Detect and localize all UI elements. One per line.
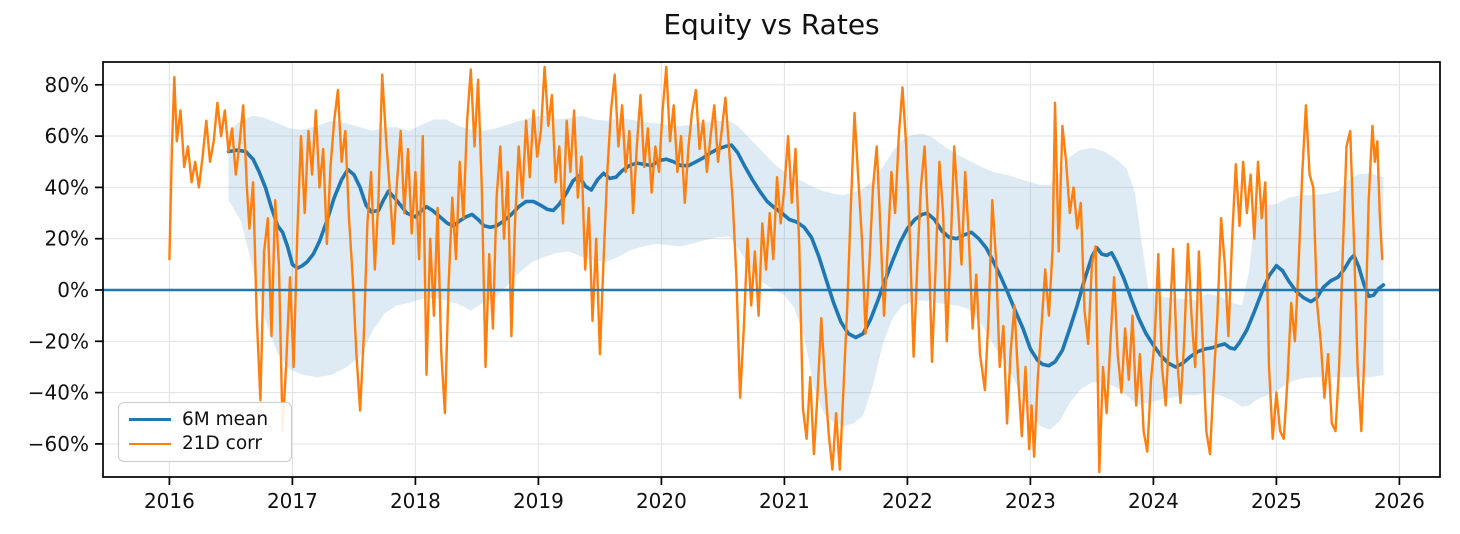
y-tick-label: 0% — [57, 278, 89, 302]
legend: 6M mean 21D corr — [118, 402, 292, 462]
legend-label: 21D corr — [182, 432, 263, 454]
y-tick-label: −20% — [28, 329, 89, 353]
x-tick-label: 2026 — [1374, 489, 1425, 513]
x-tick-label: 2017 — [267, 489, 318, 513]
y-tick-label: 60% — [45, 124, 89, 148]
plot-grid — [103, 62, 1440, 477]
y-tick-label: −40% — [28, 381, 89, 405]
x-tick-label: 2019 — [513, 489, 564, 513]
mean-line — [226, 143, 1386, 369]
plot-border — [102, 61, 1441, 478]
legend-item-21d-corr: 21D corr — [119, 432, 291, 454]
x-tick-label: 2018 — [390, 489, 441, 513]
mean-line-swatch — [129, 418, 171, 422]
y-tick-label: 40% — [45, 175, 89, 199]
chart-title: Equity vs Rates — [663, 8, 880, 41]
y-tick-label: −60% — [28, 432, 89, 456]
x-tick-label: 2023 — [1005, 489, 1056, 513]
axis-tick-labels: 2016 2017 2018 2019 2020 2021 2022 2023 2024 2025… — [28, 73, 1425, 513]
legend-item-6m-mean: 6M mean — [119, 408, 291, 430]
axis-ticks — [95, 83, 1401, 485]
y-tick-label: 80% — [45, 73, 89, 97]
corr-line — [168, 65, 1384, 474]
x-tick-label: 2022 — [882, 489, 933, 513]
x-tick-label: 2024 — [1128, 489, 1179, 513]
x-tick-label: 2020 — [636, 489, 687, 513]
x-tick-label: 2025 — [1251, 489, 1302, 513]
corr-line-swatch — [129, 443, 171, 446]
legend-label: 6M mean — [182, 408, 269, 430]
x-tick-label: 2016 — [144, 489, 195, 513]
y-tick-label: 20% — [45, 227, 89, 251]
x-tick-label: 2021 — [759, 489, 810, 513]
